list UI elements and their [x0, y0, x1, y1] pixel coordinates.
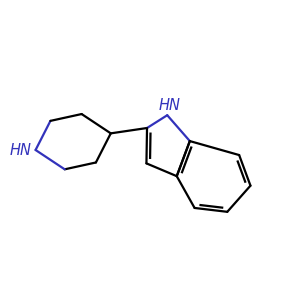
Text: HN: HN — [10, 142, 32, 158]
Text: HN: HN — [159, 98, 181, 113]
